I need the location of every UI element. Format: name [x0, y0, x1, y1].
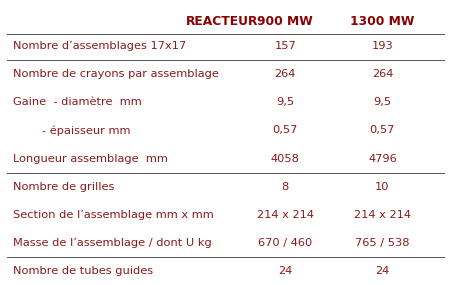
- Text: 765 / 538: 765 / 538: [355, 238, 410, 248]
- Text: Masse de l’assemblage / dont U kg: Masse de l’assemblage / dont U kg: [14, 238, 212, 248]
- Text: - épaisseur mm: - épaisseur mm: [14, 125, 131, 136]
- Text: 10: 10: [375, 182, 390, 192]
- Text: 900 MW: 900 MW: [257, 15, 313, 28]
- Text: Section de l’assemblage mm x mm: Section de l’assemblage mm x mm: [14, 210, 214, 220]
- Text: 8: 8: [281, 182, 289, 192]
- Text: Nombre de grilles: Nombre de grilles: [14, 182, 115, 192]
- Text: 9,5: 9,5: [373, 97, 391, 107]
- Text: Gaine  - diamètre  mm: Gaine - diamètre mm: [14, 97, 142, 107]
- Text: 24: 24: [278, 266, 292, 276]
- Text: 214 x 214: 214 x 214: [354, 210, 411, 220]
- Text: 4796: 4796: [368, 154, 397, 164]
- Text: 264: 264: [372, 69, 393, 79]
- Text: Nombre d’assemblages 17x17: Nombre d’assemblages 17x17: [14, 41, 187, 51]
- Text: 264: 264: [275, 69, 296, 79]
- Text: 4058: 4058: [271, 154, 299, 164]
- Text: Nombre de tubes guides: Nombre de tubes guides: [14, 266, 153, 276]
- Text: 0,57: 0,57: [370, 125, 395, 135]
- Text: Longueur assemblage  mm: Longueur assemblage mm: [14, 154, 168, 164]
- Text: 157: 157: [274, 41, 296, 51]
- Text: 670 / 460: 670 / 460: [258, 238, 312, 248]
- Text: 1300 MW: 1300 MW: [350, 15, 414, 28]
- Text: 9,5: 9,5: [276, 97, 294, 107]
- Text: 0,57: 0,57: [272, 125, 298, 135]
- Text: Nombre de crayons par assemblage: Nombre de crayons par assemblage: [14, 69, 219, 79]
- Text: REACTEUR: REACTEUR: [186, 15, 259, 28]
- Text: 193: 193: [372, 41, 393, 51]
- Text: 214 x 214: 214 x 214: [257, 210, 313, 220]
- Text: 24: 24: [375, 266, 390, 276]
